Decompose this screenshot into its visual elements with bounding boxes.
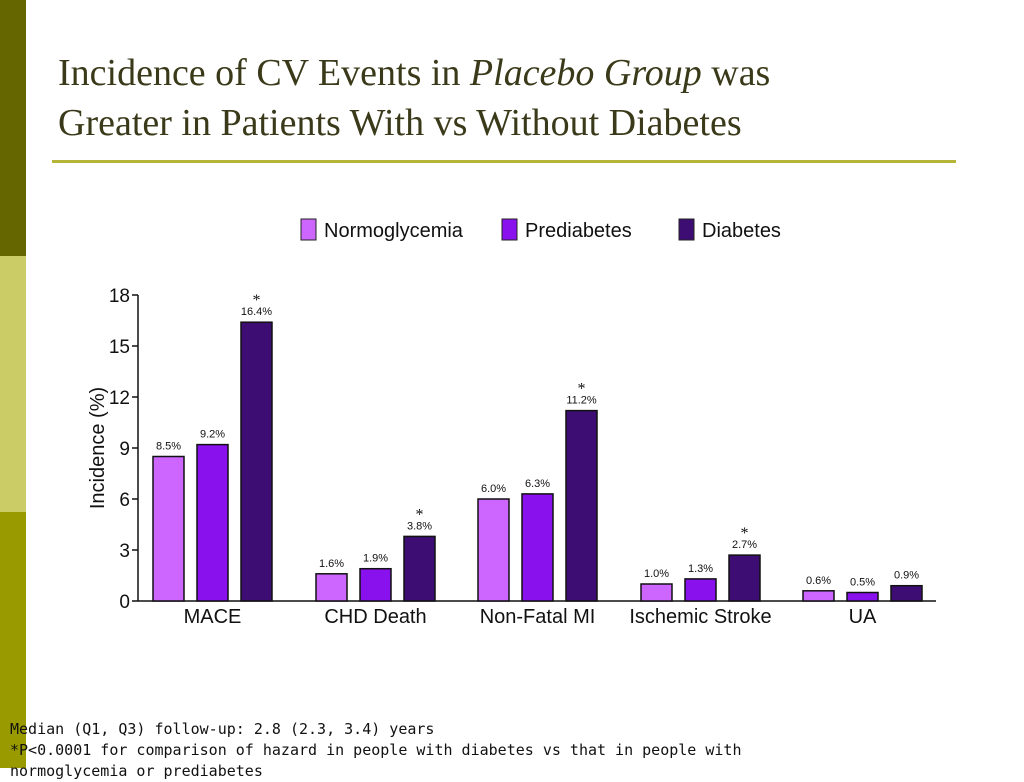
- bar-chd-death-diabetes: [403, 535, 436, 602]
- y-tick-label: 9: [119, 439, 130, 460]
- sidebar-top-block: [0, 0, 26, 256]
- bar-non-fatal-mi-diabetes: [565, 409, 598, 602]
- bar-chd-death-normoglycemia: [315, 573, 348, 602]
- bar-ua-diabetes: [890, 584, 923, 602]
- bar-chd-death-prediabetes: [359, 567, 392, 602]
- data-label-non-fatal-mi-prediabetes: 6.3%: [525, 478, 550, 490]
- title-part-b: was: [701, 52, 771, 94]
- title-italic-placebo-group: Placebo Group: [469, 52, 702, 94]
- bar-ua-normoglycemia: [802, 590, 835, 602]
- significance-marker-mace: *: [253, 292, 261, 309]
- bar-chart: Normoglycemia Prediabetes Diabetes 0 3 6 9 12 15…: [87, 218, 936, 628]
- bar-mace-prediabetes: [196, 443, 229, 602]
- bar-ua-prediabetes: [846, 591, 879, 602]
- x-category-label-ischemic-stroke: Ischemic Stroke: [629, 606, 771, 628]
- sidebar-middle-block: [0, 256, 26, 512]
- footnotes: Median (Q1, Q3) follow-up: 2.8 (2.3, 3.4…: [10, 719, 1010, 782]
- data-label-chd-death-diabetes: 3.8%: [407, 520, 432, 532]
- data-label-chd-death-prediabetes: 1.9%: [363, 553, 388, 565]
- title-line-1: Incidence of CV Events in Placebo Group …: [58, 48, 958, 98]
- x-category-label-non-fatal-mi: Non-Fatal MI: [480, 606, 596, 628]
- legend-swatch-diabetes: [678, 218, 695, 241]
- significance-marker-non-fatal-mi: *: [578, 381, 586, 398]
- title-line-2: Greater in Patients With vs Without Diab…: [58, 102, 742, 144]
- legend-label-prediabetes: Prediabetes: [525, 220, 632, 242]
- slide-title: Incidence of CV Events in Placebo Group …: [58, 48, 958, 148]
- footnote-followup: Median (Q1, Q3) follow-up: 2.8 (2.3, 3.4…: [10, 720, 435, 738]
- y-tick-label: 18: [109, 286, 130, 307]
- y-tick-label: 3: [119, 541, 130, 562]
- data-label-ua-prediabetes: 0.5%: [850, 577, 875, 589]
- bar-ischemic-stroke-normoglycemia: [640, 583, 673, 602]
- data-label-ua-normoglycemia: 0.6%: [806, 575, 831, 587]
- x-category-label-chd-death: CHD Death: [324, 606, 426, 628]
- legend-swatch-prediabetes: [501, 218, 518, 241]
- slide-sidebar: [0, 0, 26, 768]
- significance-marker-chd-death: *: [416, 506, 424, 523]
- title-underline: [52, 160, 956, 163]
- data-label-mace-diabetes: 16.4%: [241, 306, 272, 318]
- bar-ischemic-stroke-diabetes: [728, 554, 761, 602]
- legend-swatch-normoglycemia: [300, 218, 317, 241]
- data-label-non-fatal-mi-normoglycemia: 6.0%: [481, 483, 506, 495]
- footnote-significance: *P<0.0001 for comparison of hazard in pe…: [10, 741, 742, 759]
- y-axis-label: Incidence (%): [87, 387, 109, 509]
- data-label-mace-normoglycemia: 8.5%: [156, 441, 181, 453]
- y-tick-label: 12: [109, 388, 130, 409]
- bar-ischemic-stroke-prediabetes: [684, 578, 717, 602]
- significance-marker-ischemic-stroke: *: [741, 525, 749, 542]
- bar-mace-normoglycemia: [152, 455, 185, 602]
- y-tick-label: 0: [119, 592, 130, 613]
- legend-label-diabetes: Diabetes: [702, 220, 781, 242]
- y-tick-label: 6: [119, 490, 130, 511]
- x-category-label-mace: MACE: [184, 606, 242, 628]
- data-label-ischemic-stroke-prediabetes: 1.3%: [688, 563, 713, 575]
- bar-non-fatal-mi-normoglycemia: [477, 498, 510, 602]
- data-label-ua-diabetes: 0.9%: [894, 570, 919, 582]
- data-label-mace-prediabetes: 9.2%: [200, 429, 225, 441]
- legend-label-normoglycemia: Normoglycemia: [324, 220, 464, 242]
- title-part-a: Incidence of CV Events in: [58, 52, 470, 94]
- data-label-non-fatal-mi-diabetes: 11.2%: [566, 395, 597, 407]
- data-label-ischemic-stroke-diabetes: 2.7%: [732, 539, 757, 551]
- data-label-ischemic-stroke-normoglycemia: 1.0%: [644, 568, 669, 580]
- x-category-label-ua: UA: [849, 606, 877, 628]
- footnote-significance-cont: normoglycemia or prediabetes: [10, 762, 263, 780]
- y-tick-label: 15: [109, 337, 130, 358]
- sidebar-bottom-block: [0, 512, 26, 768]
- data-label-chd-death-normoglycemia: 1.6%: [319, 558, 344, 570]
- bar-non-fatal-mi-prediabetes: [521, 493, 554, 602]
- bar-mace-diabetes: [240, 321, 273, 602]
